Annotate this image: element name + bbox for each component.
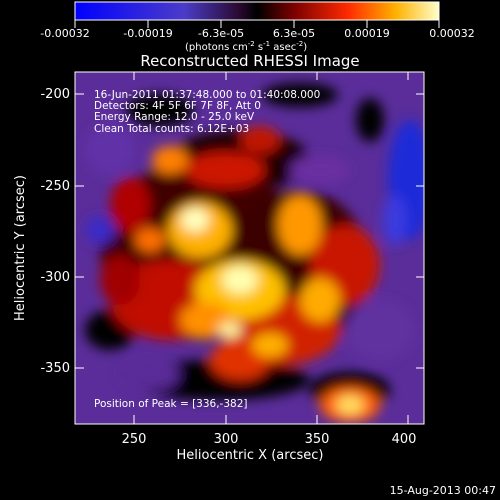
x-tick-300: 300 — [214, 432, 239, 447]
footer-date: 15-Aug-2013 00:47 — [390, 484, 496, 497]
colorbar-tick-6: 0.00032 — [429, 27, 475, 40]
image-info: 16-Jun-2011 01:37:48.000 to 01:40:08.000… — [94, 89, 320, 410]
peak-position-label: Position of Peak = [336,-382] — [94, 398, 248, 410]
colorbar-tick-4: 6.3e-05 — [273, 27, 315, 40]
y-tick-minus-250: -250 — [40, 179, 70, 194]
x-tick-250: 250 — [122, 432, 147, 447]
colorbar-tick-1: -0.00032 — [40, 27, 89, 40]
info-detectors: Detectors: 4F 5F 6F 7F 8F, Att 0 — [94, 100, 261, 112]
plot-frame — [74, 71, 425, 425]
x-axis-ticks — [133, 72, 409, 424]
colorbar-tick-2: -0.00019 — [123, 27, 172, 40]
x-axis-label: Heliocentric X (arcsec) — [177, 448, 324, 463]
info-clean-counts: Clean Total counts: 6.12E+03 — [94, 123, 249, 135]
colorbar-tick-3: -6.3e-05 — [198, 27, 244, 40]
x-tick-350: 350 — [305, 432, 330, 447]
image-title: Reconstructed RHESSI Image — [140, 52, 359, 70]
y-axis-ticks — [75, 93, 424, 369]
rhessi-image — [75, 72, 424, 424]
colorbar-units: (photons cm-2 s-1 asec-2) — [185, 40, 307, 53]
info-energy-range: Energy Range: 12.0 - 25.0 keV — [94, 111, 255, 123]
colorbar-gradient — [74, 1, 440, 21]
colorbar-tick-5: 0.00019 — [344, 27, 390, 40]
x-tick-400: 400 — [392, 432, 417, 447]
y-tick-minus-350: -350 — [40, 361, 70, 376]
y-axis-label: Heliocentric Y (arcsec) — [13, 175, 28, 321]
info-time-range: 16-Jun-2011 01:37:48.000 to 01:40:08.000 — [94, 89, 320, 101]
y-tick-minus-200: -200 — [40, 87, 70, 102]
y-tick-minus-300: -300 — [40, 270, 70, 285]
colorbar: -0.00032 -0.00019 -6.3e-05 6.3e-05 0.000… — [40, 1, 475, 53]
